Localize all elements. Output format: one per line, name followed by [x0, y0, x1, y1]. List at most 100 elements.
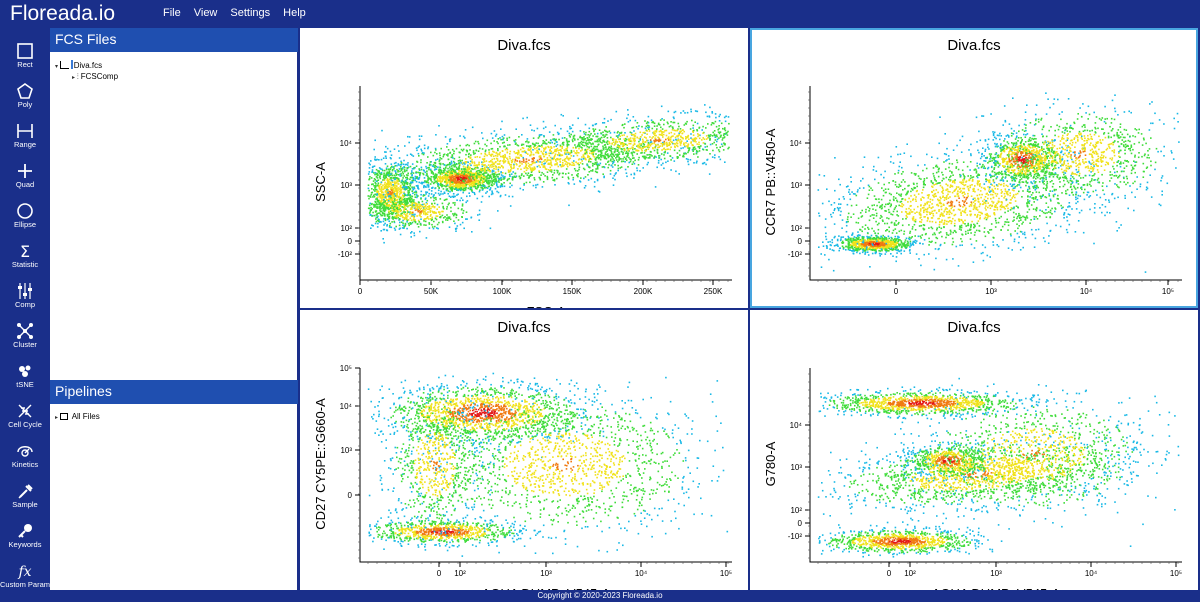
- event-dot: [419, 230, 421, 233]
- event-dot: [678, 134, 680, 136]
- x-tick-label: 100K: [493, 287, 512, 296]
- event-dot: [435, 149, 437, 151]
- event-dot: [391, 212, 393, 214]
- event-dot: [711, 112, 714, 114]
- event-dot: [444, 169, 446, 172]
- event-dot: [686, 111, 689, 114]
- event-dot: [371, 207, 373, 210]
- event-dot: [548, 152, 550, 155]
- event-dot: [605, 158, 608, 160]
- event-dot: [453, 152, 455, 155]
- event-dot: [517, 168, 519, 170]
- fcs-tree-item-diva[interactable]: ▾ Diva.fcs: [55, 60, 103, 70]
- event-dot: [435, 159, 437, 161]
- menu-settings[interactable]: Settings: [230, 7, 271, 19]
- event-dot: [392, 181, 394, 184]
- event-dot: [450, 174, 452, 177]
- event-dot: [547, 145, 549, 148]
- event-dot: [441, 185, 443, 188]
- event-dot: [470, 164, 472, 167]
- tool-custom-param[interactable]: fx Custom Param: [0, 564, 51, 589]
- event-dot: [374, 186, 377, 188]
- event-dot: [438, 176, 440, 179]
- event-dot: [450, 160, 453, 163]
- event-dot: [371, 171, 373, 173]
- event-dot: [376, 197, 378, 199]
- event-dot: [430, 172, 433, 174]
- event-dot: [623, 134, 625, 136]
- event-dot: [665, 138, 667, 141]
- tool-cluster[interactable]: Cluster: [0, 318, 50, 358]
- tool-poly[interactable]: Poly: [0, 78, 50, 118]
- event-dot: [446, 154, 448, 156]
- event-dot: [664, 151, 666, 154]
- event-dot: [580, 150, 582, 152]
- event-dot: [374, 156, 376, 158]
- tool-sample[interactable]: Sample: [0, 478, 50, 518]
- event-dot: [543, 148, 546, 151]
- tool-comp[interactable]: Comp: [0, 278, 50, 318]
- event-dot: [661, 132, 663, 135]
- tool-quad[interactable]: Quad: [0, 158, 50, 198]
- event-dot: [697, 133, 699, 135]
- event-dot: [404, 186, 407, 189]
- event-dot: [426, 181, 429, 183]
- event-dot: [491, 153, 494, 156]
- event-dot: [585, 140, 588, 142]
- menu-help[interactable]: Help: [283, 7, 306, 19]
- event-dot: [488, 174, 490, 177]
- event-dot: [479, 184, 481, 187]
- tool-cell-cycle[interactable]: Cell Cycle: [0, 398, 50, 438]
- event-dot: [847, 248, 850, 250]
- tool-range[interactable]: Range: [0, 118, 50, 158]
- event-dot: [434, 174, 436, 177]
- event-dot: [439, 162, 442, 165]
- event-dot: [390, 163, 393, 165]
- menu-file[interactable]: File: [163, 7, 181, 19]
- tool-statistic[interactable]: Σ Statistic: [11, 242, 39, 269]
- event-dot: [613, 174, 616, 177]
- fcs-tree-item-fcscomp[interactable]: ▸ ⫶ FCSComp: [72, 72, 119, 81]
- event-dot: [413, 232, 415, 234]
- event-dot: [688, 147, 691, 149]
- event-dot: [683, 155, 685, 158]
- event-dot: [379, 168, 382, 170]
- event-dot: [392, 201, 394, 204]
- tool-tsne[interactable]: tSNE: [0, 358, 50, 398]
- event-dot: [626, 144, 628, 147]
- event-dot: [718, 137, 720, 139]
- event-dot: [375, 180, 378, 183]
- event-dot: [612, 161, 615, 163]
- tool-ellipse[interactable]: Ellipse: [0, 198, 50, 238]
- menu-view[interactable]: View: [193, 7, 218, 19]
- event-dot: [525, 169, 528, 171]
- tool-rect[interactable]: Rect: [0, 38, 50, 78]
- event-dot: [520, 168, 522, 171]
- event-dot: [458, 166, 460, 168]
- event-dot: [397, 181, 399, 183]
- tool-keywords[interactable]: Keywords: [0, 518, 50, 558]
- pipeline-item-all-files[interactable]: ▸ All Files: [55, 412, 100, 421]
- tool-kinetics[interactable]: Kinetics: [0, 438, 50, 478]
- event-dot: [631, 134, 634, 136]
- event-dot: [606, 150, 608, 152]
- event-dot: [579, 130, 582, 132]
- event-dot: [702, 162, 705, 165]
- event-dot: [630, 151, 633, 154]
- event-dot: [403, 205, 406, 207]
- event-dot: [440, 182, 442, 185]
- event-dot: [442, 210, 444, 213]
- x-tick-label: 10⁴: [1080, 287, 1093, 296]
- rect-icon: [17, 43, 33, 59]
- event-dot: [582, 137, 584, 139]
- event-dot: [645, 156, 647, 159]
- event-dot: [422, 169, 425, 171]
- event-dot: [522, 143, 525, 146]
- event-dot: [419, 205, 421, 207]
- event-dot: [714, 139, 717, 141]
- event-dot: [528, 165, 530, 167]
- plot-panel-1[interactable]: Diva.fcs 0 50K 100K 150K 200K 250K -10² 0 10² 10³ 1…: [300, 28, 748, 319]
- event-dot: [580, 146, 583, 149]
- y-tick-label: 10²: [790, 224, 802, 233]
